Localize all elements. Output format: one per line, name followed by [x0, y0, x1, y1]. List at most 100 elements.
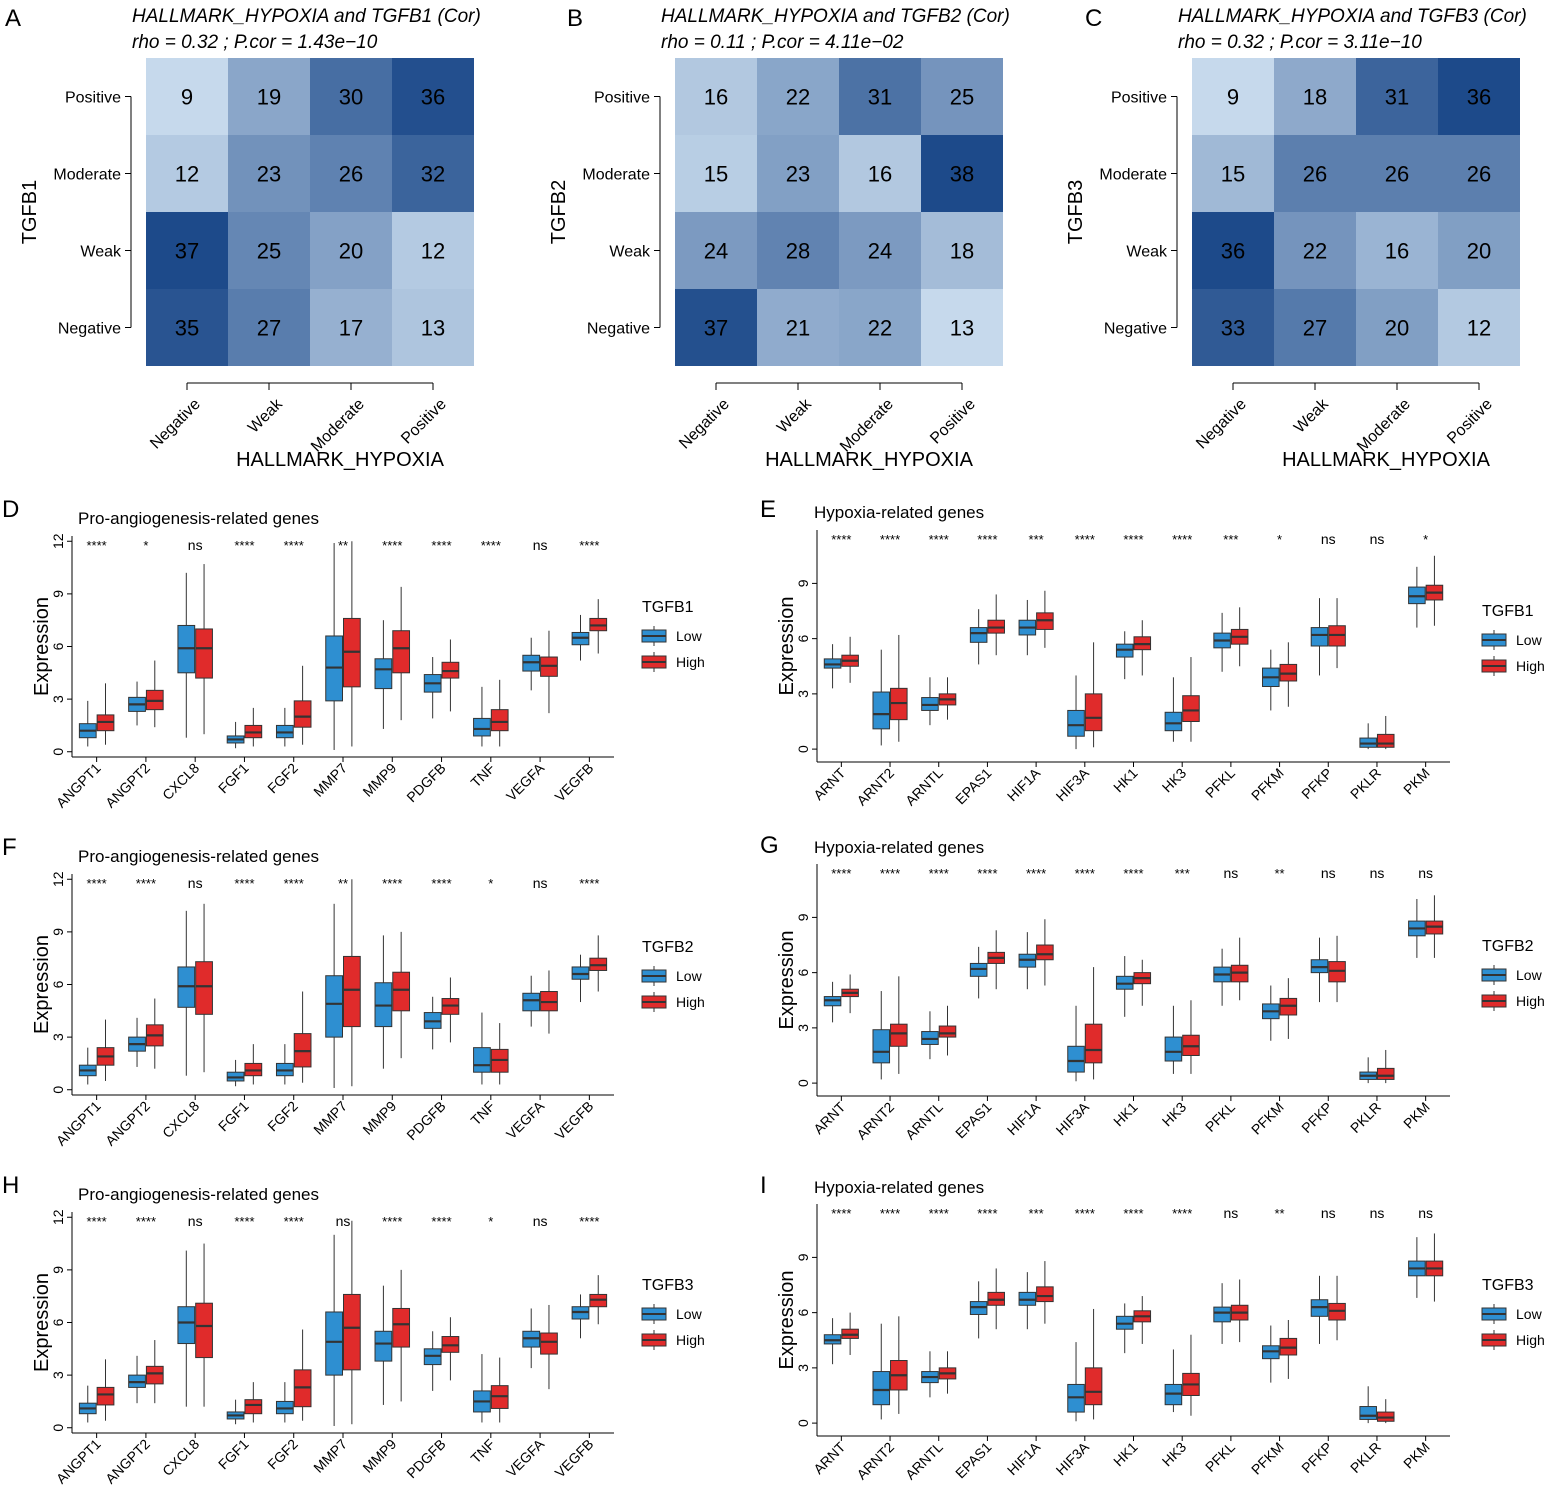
heatmap-cell — [1274, 212, 1356, 289]
box-body — [1084, 1023, 1103, 1064]
box-body — [1036, 944, 1054, 961]
box-low — [78, 700, 97, 747]
x-tick-label: PFKL — [1202, 1099, 1238, 1135]
box-low — [1359, 1057, 1377, 1084]
box-high — [1133, 1296, 1152, 1344]
heatmap-cell — [392, 135, 474, 212]
x-tick-label: PKM — [1400, 1439, 1433, 1472]
box-high — [1036, 1261, 1054, 1324]
heatmap-cell — [1274, 58, 1356, 135]
y-tick-label: 9 — [795, 579, 811, 587]
x-tick-label: PKLR — [1347, 1099, 1384, 1136]
box-high — [987, 594, 1005, 656]
legend-label: High — [676, 1332, 705, 1348]
box-high — [1182, 1000, 1200, 1074]
box-high — [392, 1269, 411, 1402]
x-tick-label: Negative — [147, 396, 204, 453]
panel-letter: H — [2, 1172, 19, 1199]
box-low — [1408, 1237, 1426, 1298]
box-low — [374, 620, 393, 729]
x-tick-label: MMP7 — [310, 760, 350, 800]
x-tick-label: FGF1 — [215, 1098, 252, 1135]
x-tick-label: EPAS1 — [952, 1439, 995, 1482]
box-high — [540, 1304, 558, 1390]
significance-label: ns — [1418, 1205, 1433, 1221]
heatmap-cell-label: 20 — [1467, 239, 1491, 264]
significance-label: **** — [284, 1214, 304, 1229]
significance-label: **** — [831, 866, 851, 881]
box-high — [490, 1357, 509, 1423]
y-tick-label: 6 — [50, 1318, 66, 1326]
heatmap-cell — [675, 135, 757, 212]
box-low — [78, 1047, 97, 1085]
x-tick-label: HK1 — [1110, 765, 1141, 796]
box-high — [890, 634, 908, 742]
legend-label: High — [1516, 658, 1545, 674]
significance-label: **** — [1123, 1206, 1143, 1221]
box-low — [921, 1351, 939, 1398]
box-high — [244, 1382, 263, 1423]
box-low — [275, 707, 294, 747]
significance-label: **** — [136, 876, 156, 891]
significance-label: ns — [188, 875, 203, 891]
x-tick-label: FGF2 — [264, 760, 301, 797]
y-axis-label: Expression — [776, 931, 798, 1030]
box-body — [195, 1302, 213, 1359]
heatmap-cell-label: 16 — [1385, 239, 1409, 264]
box-low — [1310, 598, 1329, 676]
heatmap-cell — [1438, 289, 1520, 366]
significance-label: **** — [1172, 1206, 1192, 1221]
legend: TGFB1 Low High — [1481, 603, 1545, 676]
x-tick-label: PFKP — [1298, 765, 1335, 802]
boxplot-panel-i: I Hypoxia-related genes0369Expression****… — [760, 1172, 1545, 1483]
heatmap-cell — [757, 289, 839, 366]
box-body — [374, 1330, 393, 1362]
y-tick-label: Positive — [1111, 90, 1167, 107]
box-high — [293, 1329, 312, 1421]
legend-title: TGFB2 — [1482, 938, 1534, 955]
significance-label: **** — [977, 866, 997, 881]
box-low — [1115, 1303, 1134, 1354]
box-high — [1425, 895, 1444, 958]
box-low — [921, 1011, 939, 1060]
heatmap-cell-label: 19 — [257, 85, 281, 110]
box-low — [128, 681, 146, 726]
x-tick-label: CXCL8 — [159, 1436, 202, 1479]
heatmap-cell-label: 31 — [1385, 85, 1409, 110]
heatmap-cell-label: 9 — [181, 85, 193, 110]
heatmap-cell-label: 20 — [1385, 316, 1409, 341]
box-high — [195, 1243, 213, 1407]
box-high — [293, 665, 312, 745]
box-high — [244, 707, 263, 747]
x-tick-label: MMP9 — [359, 760, 399, 800]
x-tick-label: Positive — [1444, 396, 1496, 448]
x-tick-label: ARNTL — [902, 1439, 946, 1483]
box-high — [1230, 1279, 1249, 1343]
y-tick-label: 0 — [795, 745, 811, 753]
legend-title: TGFB3 — [642, 1277, 694, 1294]
significance-label: **** — [977, 532, 997, 547]
box-high — [890, 1316, 908, 1414]
y-axis-label: Expression — [31, 597, 53, 696]
x-tick-label: PKM — [1400, 1099, 1433, 1132]
box-high — [343, 541, 361, 747]
boxplot-panel-f: F Pro-angiogenesis-related genes 0 3 6 9 12 Exp… — [2, 834, 705, 1149]
heatmap-cell-label: 36 — [421, 85, 445, 110]
heatmap-cell — [921, 135, 1003, 212]
legend-label: Low — [676, 1306, 703, 1322]
box-low — [423, 996, 442, 1050]
box-high — [1279, 1320, 1298, 1379]
chart-title: Hypoxia-related genes — [814, 838, 984, 857]
box-body — [325, 1311, 344, 1376]
box-high — [96, 1019, 115, 1081]
x-tick-label: MMP9 — [359, 1436, 399, 1476]
box-body — [1376, 733, 1395, 748]
significance-label: **** — [382, 538, 402, 553]
significance-label: **** — [579, 1214, 599, 1229]
heatmap-panel-a: A HALLMARK_HYPOXIA and TGFB1 (Cor) rho = 0… — [5, 5, 481, 471]
box-low — [1359, 1386, 1377, 1424]
y-axis-label: TGFB1 — [19, 180, 41, 244]
box-high — [890, 976, 908, 1074]
box-high — [490, 1023, 509, 1085]
heatmap-cell-label: 15 — [1221, 162, 1245, 187]
